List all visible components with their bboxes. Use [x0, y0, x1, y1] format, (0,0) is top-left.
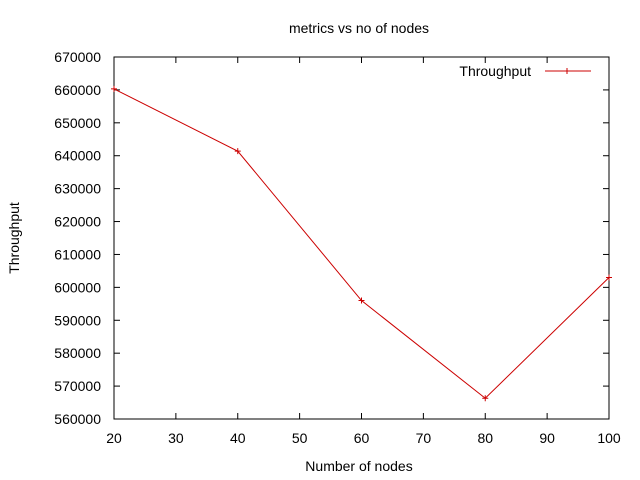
- x-tick-label: 90: [539, 430, 555, 446]
- x-tick-label: 100: [597, 430, 621, 446]
- y-tick-label: 640000: [54, 148, 101, 164]
- legend-label: Throughput: [459, 63, 531, 79]
- y-axis-label: Throughput: [6, 202, 22, 274]
- x-tick-label: 80: [477, 430, 493, 446]
- y-tick-label: 590000: [54, 312, 101, 328]
- x-tick-label: 50: [292, 430, 308, 446]
- y-tick-label: 630000: [54, 181, 101, 197]
- tick-labels: 20 30 40 50 60 70 80 90 100 560000 570000 580000 590…: [54, 49, 621, 446]
- plot-frame: [113, 56, 610, 420]
- series-line: [113, 88, 610, 399]
- x-tick-label: 70: [416, 430, 432, 446]
- legend-marker: [564, 68, 570, 74]
- legend: Throughput: [459, 63, 591, 79]
- data-point: [482, 395, 489, 402]
- y-tick-label: 620000: [54, 214, 101, 230]
- chart-title: metrics vs no of nodes: [289, 20, 429, 36]
- y-tick-label: 580000: [54, 345, 101, 361]
- y-tick-label: 670000: [54, 49, 101, 65]
- series-layer: [111, 85, 612, 402]
- x-axis-label: Number of nodes: [305, 458, 412, 474]
- data-point: [111, 85, 117, 92]
- y-tick-label: 610000: [54, 246, 101, 262]
- y-tick-label: 570000: [54, 378, 101, 394]
- y-tick-label: 560000: [54, 411, 101, 427]
- x-tick-label: 20: [106, 430, 122, 446]
- data-point: [234, 148, 241, 155]
- x-tick-label: 40: [230, 430, 246, 446]
- x-tick-label: 60: [354, 430, 370, 446]
- axis-ticks: [113, 56, 610, 420]
- y-tick-label: 650000: [54, 115, 101, 131]
- y-tick-label: 660000: [54, 82, 101, 98]
- data-point: [358, 297, 365, 304]
- y-tick-label: 600000: [54, 279, 101, 295]
- x-tick-label: 30: [168, 430, 184, 446]
- data-point: [606, 274, 612, 281]
